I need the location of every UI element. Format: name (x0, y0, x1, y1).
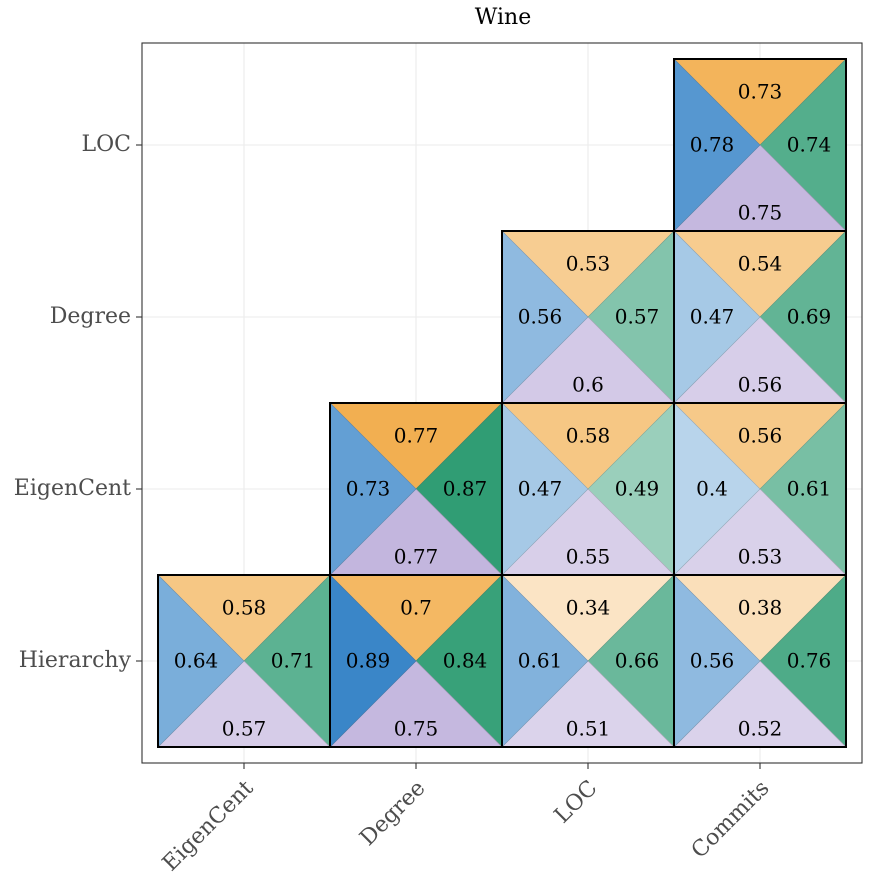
value-label-left: 0.78 (690, 133, 735, 157)
value-label-left: 0.56 (690, 649, 735, 673)
value-label-bottom: 0.56 (738, 373, 783, 397)
cell-diagonal (501, 402, 675, 576)
value-label-top: 0.73 (738, 80, 783, 104)
cell-diagonal (673, 574, 847, 748)
value-label-left: 0.47 (690, 305, 735, 329)
cell-diagonal (329, 574, 503, 748)
value-label-right: 0.76 (787, 649, 832, 673)
cell-LOC-EigenCent: 0.58 0.49 0.55 0.47 (501, 402, 675, 576)
value-label-right: 0.74 (787, 133, 832, 157)
cell-Commits-EigenCent: 0.56 0.61 0.53 0.4 (673, 402, 847, 576)
y-tick-label: Hierarchy (19, 648, 132, 673)
value-label-top: 0.54 (738, 252, 783, 276)
cell-diagonal (673, 574, 847, 748)
cell-diagonal (329, 574, 503, 748)
cell-diagonal (157, 574, 331, 748)
chart-title: Wine (475, 5, 531, 30)
y-tick-label: LOC (82, 132, 131, 157)
plot-border (141, 42, 863, 764)
cell-diagonal (673, 58, 847, 232)
cell-diagonal (329, 402, 503, 576)
cell-diagonal (501, 574, 675, 748)
value-label-right: 0.71 (271, 649, 316, 673)
value-label-left: 0.64 (174, 649, 219, 673)
value-label-bottom: 0.6 (572, 373, 604, 397)
value-label-left: 0.61 (518, 649, 563, 673)
value-label-left: 0.73 (346, 477, 391, 501)
cell-diagonal (673, 230, 847, 404)
cell-diagonal (673, 402, 847, 576)
y-tick-label: Degree (50, 304, 131, 329)
cell-diagonal (501, 230, 675, 404)
value-label-bottom: 0.57 (222, 717, 267, 741)
cell-diagonal (501, 574, 675, 748)
value-label-top: 0.58 (222, 596, 267, 620)
cells-layer: 0.580.710.570.640.70.840.750.890.340.660… (157, 58, 847, 748)
cell-Commits-LOC: 0.73 0.74 0.75 0.78 (673, 58, 847, 232)
cell-LOC-Degree: 0.53 0.57 0.6 0.56 (501, 230, 675, 404)
value-label-left: 0.89 (346, 649, 391, 673)
value-label-top: 0.53 (566, 252, 611, 276)
value-label-right: 0.61 (787, 477, 832, 501)
cell-Commits-Degree: 0.54 0.69 0.56 0.47 (673, 230, 847, 404)
cell-diagonal (673, 230, 847, 404)
value-label-bottom: 0.53 (738, 545, 783, 569)
cell-diagonal (673, 58, 847, 232)
value-label-bottom: 0.52 (738, 717, 783, 741)
value-label-right: 0.87 (443, 477, 488, 501)
value-label-bottom: 0.55 (566, 545, 611, 569)
value-label-bottom: 0.75 (394, 717, 439, 741)
cell-Commits-Hierarchy: 0.38 0.76 0.52 0.56 (673, 574, 847, 748)
cell-Degree-Hierarchy: 0.7 0.84 0.75 0.89 (329, 574, 503, 748)
value-label-left: 0.4 (696, 477, 728, 501)
value-label-left: 0.47 (518, 477, 563, 501)
cell-diagonal (501, 230, 675, 404)
value-label-top: 0.58 (566, 424, 611, 448)
value-label-right: 0.49 (615, 477, 660, 501)
value-label-bottom: 0.75 (738, 201, 783, 225)
cell-LOC-Hierarchy: 0.34 0.66 0.51 0.61 (501, 574, 675, 748)
value-label-top: 0.56 (738, 424, 783, 448)
cell-diagonal (329, 402, 503, 576)
value-label-top: 0.7 (400, 596, 432, 620)
value-label-bottom: 0.51 (566, 717, 611, 741)
cell-Degree-EigenCent: 0.77 0.87 0.77 0.73 (329, 402, 503, 576)
value-label-right: 0.66 (615, 649, 660, 673)
cell-diagonal (501, 402, 675, 576)
value-label-top: 0.77 (394, 424, 439, 448)
y-tick-label: EigenCent (14, 476, 131, 501)
value-label-left: 0.56 (518, 305, 563, 329)
cell-border (673, 58, 847, 232)
value-label-bottom: 0.77 (394, 545, 439, 569)
value-label-top: 0.38 (738, 596, 783, 620)
cell-diagonal (673, 402, 847, 576)
value-label-top: 0.34 (566, 596, 611, 620)
value-label-right: 0.57 (615, 305, 660, 329)
value-label-right: 0.84 (443, 649, 488, 673)
value-label-right: 0.69 (787, 305, 832, 329)
cell-diagonal (157, 574, 331, 748)
cell-EigenCent-Hierarchy: 0.58 0.71 0.57 0.64 (157, 574, 331, 748)
